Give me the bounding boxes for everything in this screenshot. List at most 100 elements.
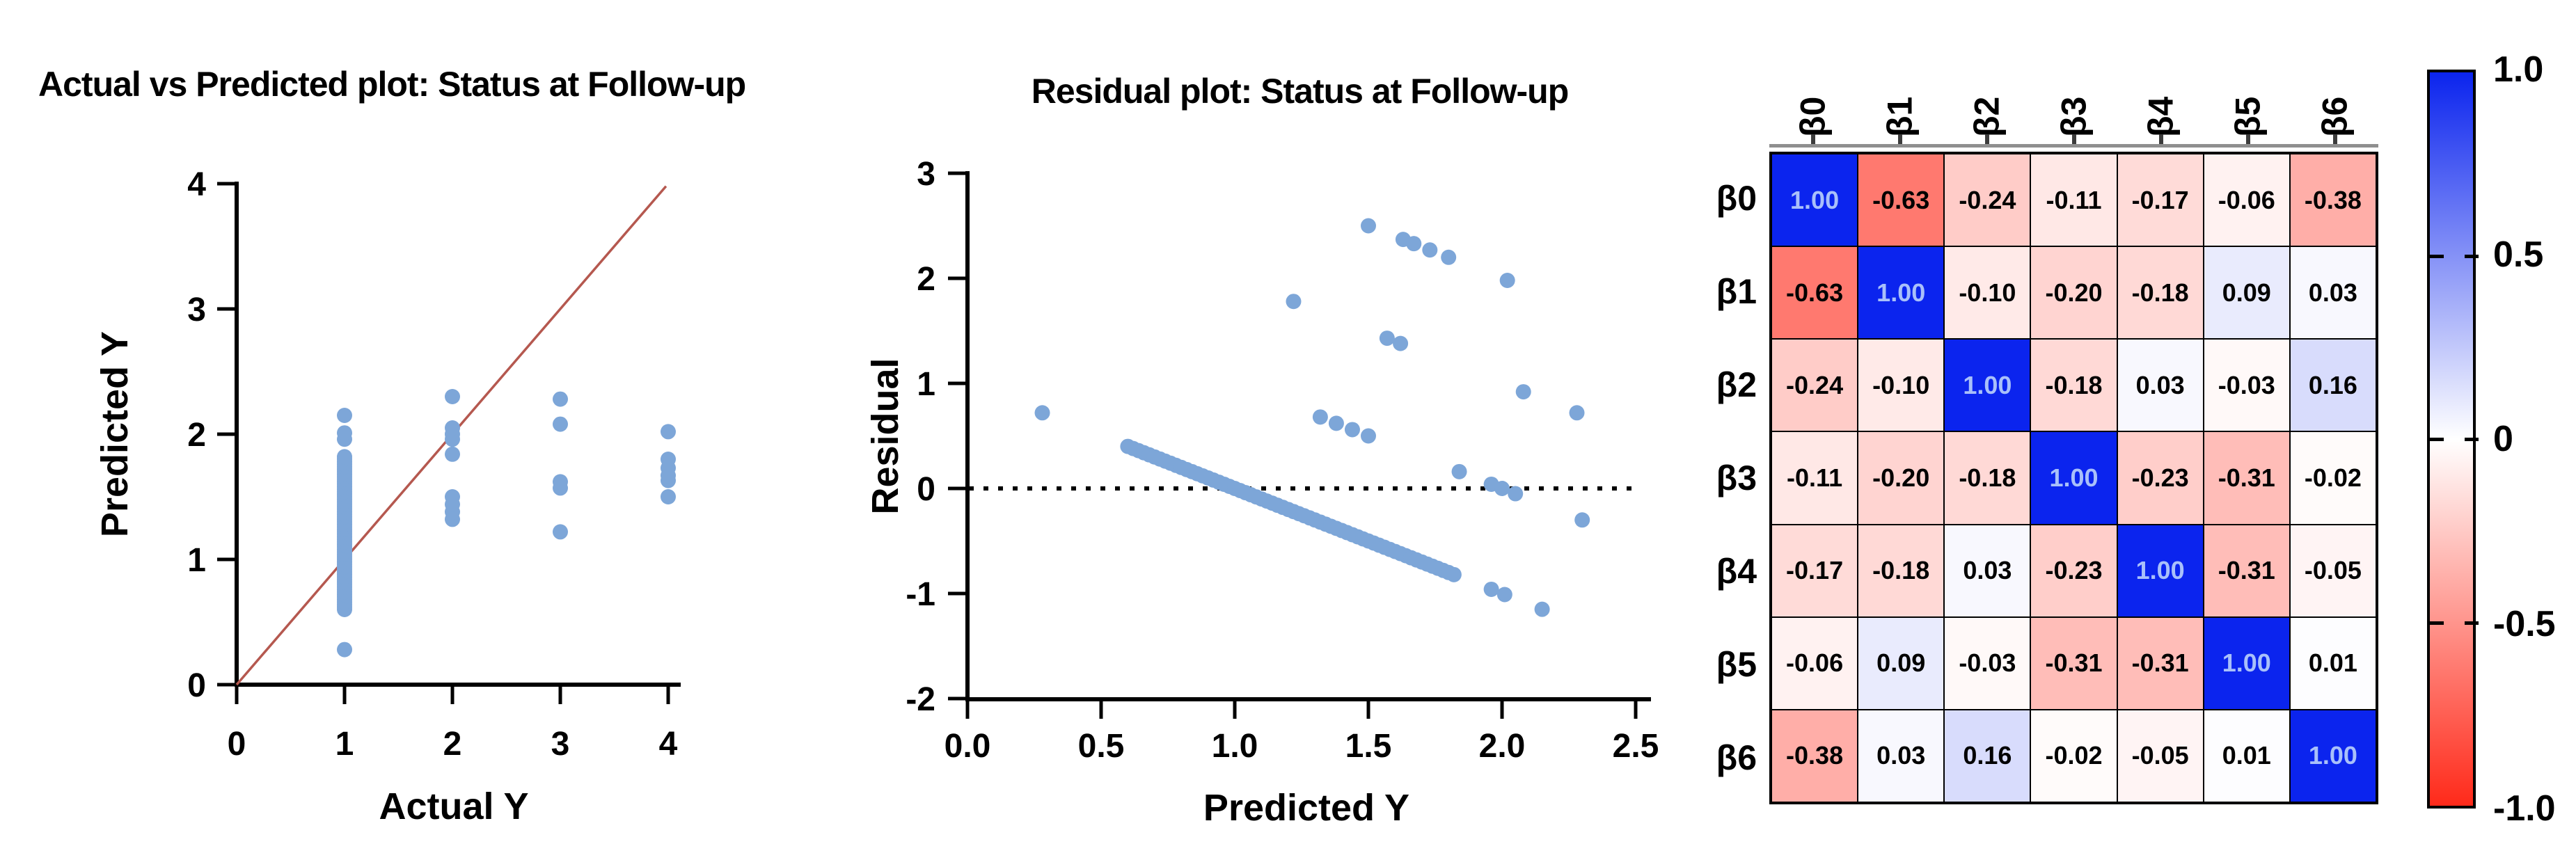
y-tick-label: 4 [187,166,206,203]
heatmap-cell: 1.00 [2289,709,2376,802]
heatmap-cell: -0.03 [2203,339,2290,432]
heatmap-cell: -0.38 [2289,154,2376,247]
heatmap-cell: -0.06 [2203,154,2290,247]
heatmap-cell: -0.18 [2030,339,2117,432]
heatmap-top-rule [1769,144,2378,148]
data-point [553,416,568,432]
y-tick-label: 1 [917,366,935,403]
predicted-y-axis-label: Predicted Y [94,331,136,538]
x-tick-label: 2.5 [1613,728,1659,765]
heatmap-column-tick [2245,134,2250,144]
data-point [1286,294,1302,310]
y-tick-label: 1 [187,542,206,579]
heatmap-cell: -0.02 [2289,431,2376,525]
y-tick-label: -1 [906,576,935,613]
data-point [1569,405,1585,421]
colorbar-tick [2430,254,2444,258]
data-point [1361,218,1376,234]
colorbar-tick [2430,438,2444,441]
y-tick-label: 3 [187,292,206,328]
heatmap-cell: 0.09 [1858,616,1945,710]
residual-x-axis-label: Predicted Y [1203,787,1410,829]
heatmap-row-label: β1 [1716,272,1757,311]
heatmap-cell: 0.16 [1944,709,2031,802]
plot1-points [337,389,676,658]
heatmap-cell: -0.06 [1771,616,1858,710]
heatmap-cell: -0.18 [1944,431,2031,525]
colorbar-tick-label: 1.0 [2493,49,2544,90]
heatmap-cell: 0.03 [1944,524,2031,617]
heatmap-cell: -0.63 [1771,246,1858,340]
heatmap-cell: 1.00 [1771,154,1858,247]
heatmap-column-tick [1897,134,1902,144]
data-point [1379,331,1395,347]
heatmap-cell: -0.31 [2203,431,2290,525]
data-point [1393,335,1409,351]
heatmap-row-label: β5 [1716,645,1757,684]
heatmap-cell: -0.38 [1771,709,1858,802]
heatmap-cell: 0.03 [2289,246,2376,340]
heatmap-cell: 0.01 [2289,616,2376,710]
heatmap-cell: -0.18 [2117,246,2204,340]
heatmap-cell: -0.11 [2030,154,2117,247]
colorbar-tick [2465,254,2479,258]
heatmap-cell: -0.20 [2030,246,2117,340]
plot1: 0 1 2 3 4 0 1 2 3 4 [187,166,681,763]
y-tick-label: 0 [187,667,206,704]
heatmap-cell: 0.03 [2117,339,2204,432]
heatmap-cell: -0.02 [2030,709,2117,802]
heatmap-cell: -0.11 [1771,431,1858,525]
data-point [1344,422,1360,438]
heatmap-cell: -0.23 [2117,431,2204,525]
x-tick-label: 1 [335,726,354,763]
data-point [1446,566,1462,582]
correlation-heatmap: 1.00 -0.63 -0.24 -0.11 -0.17 -0.06 -0.38 -0.63 1… [1769,152,2378,804]
heatmap-column-tick [2158,134,2163,144]
x-tick-label: 2.0 [1479,728,1526,765]
data-point [1574,512,1590,528]
data-point [337,642,352,658]
heatmap-cell: 1.00 [2117,524,2204,617]
heatmap-cell: -0.18 [1858,524,1945,617]
heatmap-row-label: β2 [1716,365,1757,404]
heatmap-cell: -0.17 [2117,154,2204,247]
y-tick-label: 2 [917,261,935,298]
y-tick-label: 2 [187,417,206,454]
heatmap-cell: -0.24 [1771,339,1858,432]
heatmap-cell: -0.05 [2117,709,2204,802]
x-tick-label: 0.0 [945,728,991,765]
data-point [445,389,460,404]
x-tick-label: 1.5 [1345,728,1392,765]
data-point [337,408,352,423]
data-point [1328,415,1344,431]
colorbar-tick-label: -1.0 [2493,788,2556,829]
data-point [1422,242,1438,258]
heatmap-row-label: β3 [1716,459,1757,497]
heatmap-row-label: β6 [1716,738,1757,777]
heatmap-cell: -0.05 [2289,524,2376,617]
x-tick-label: 1.0 [1212,728,1258,765]
heatmap-column-tick [1984,134,1989,144]
heatmap-cell: 0.01 [2203,709,2290,802]
y-tick-label: -2 [906,681,935,718]
heatmap-column-tick [2332,134,2337,144]
heatmap-cell: -0.10 [1858,339,1945,432]
data-point [661,424,676,440]
data-point [553,474,568,490]
data-point [553,524,568,540]
data-point [1312,409,1328,425]
actual-vs-predicted-title: Actual vs Predicted plot: Status at Foll… [38,65,746,104]
data-point [1483,581,1499,597]
colorbar-tick-label: 0.5 [2493,234,2544,275]
heatmap-cell: 1.00 [2203,616,2290,710]
heatmap-cell: -0.63 [1858,154,1945,247]
residual-plot-title: Residual plot: Status at Follow-up [1031,72,1570,111]
data-point [1451,463,1467,479]
data-point [661,489,676,504]
heatmap-row-label: β0 [1716,179,1757,218]
data-point [1441,249,1457,265]
y-tick-label: 3 [917,156,935,193]
x-tick-label: 4 [659,726,678,763]
data-point [1515,384,1531,400]
